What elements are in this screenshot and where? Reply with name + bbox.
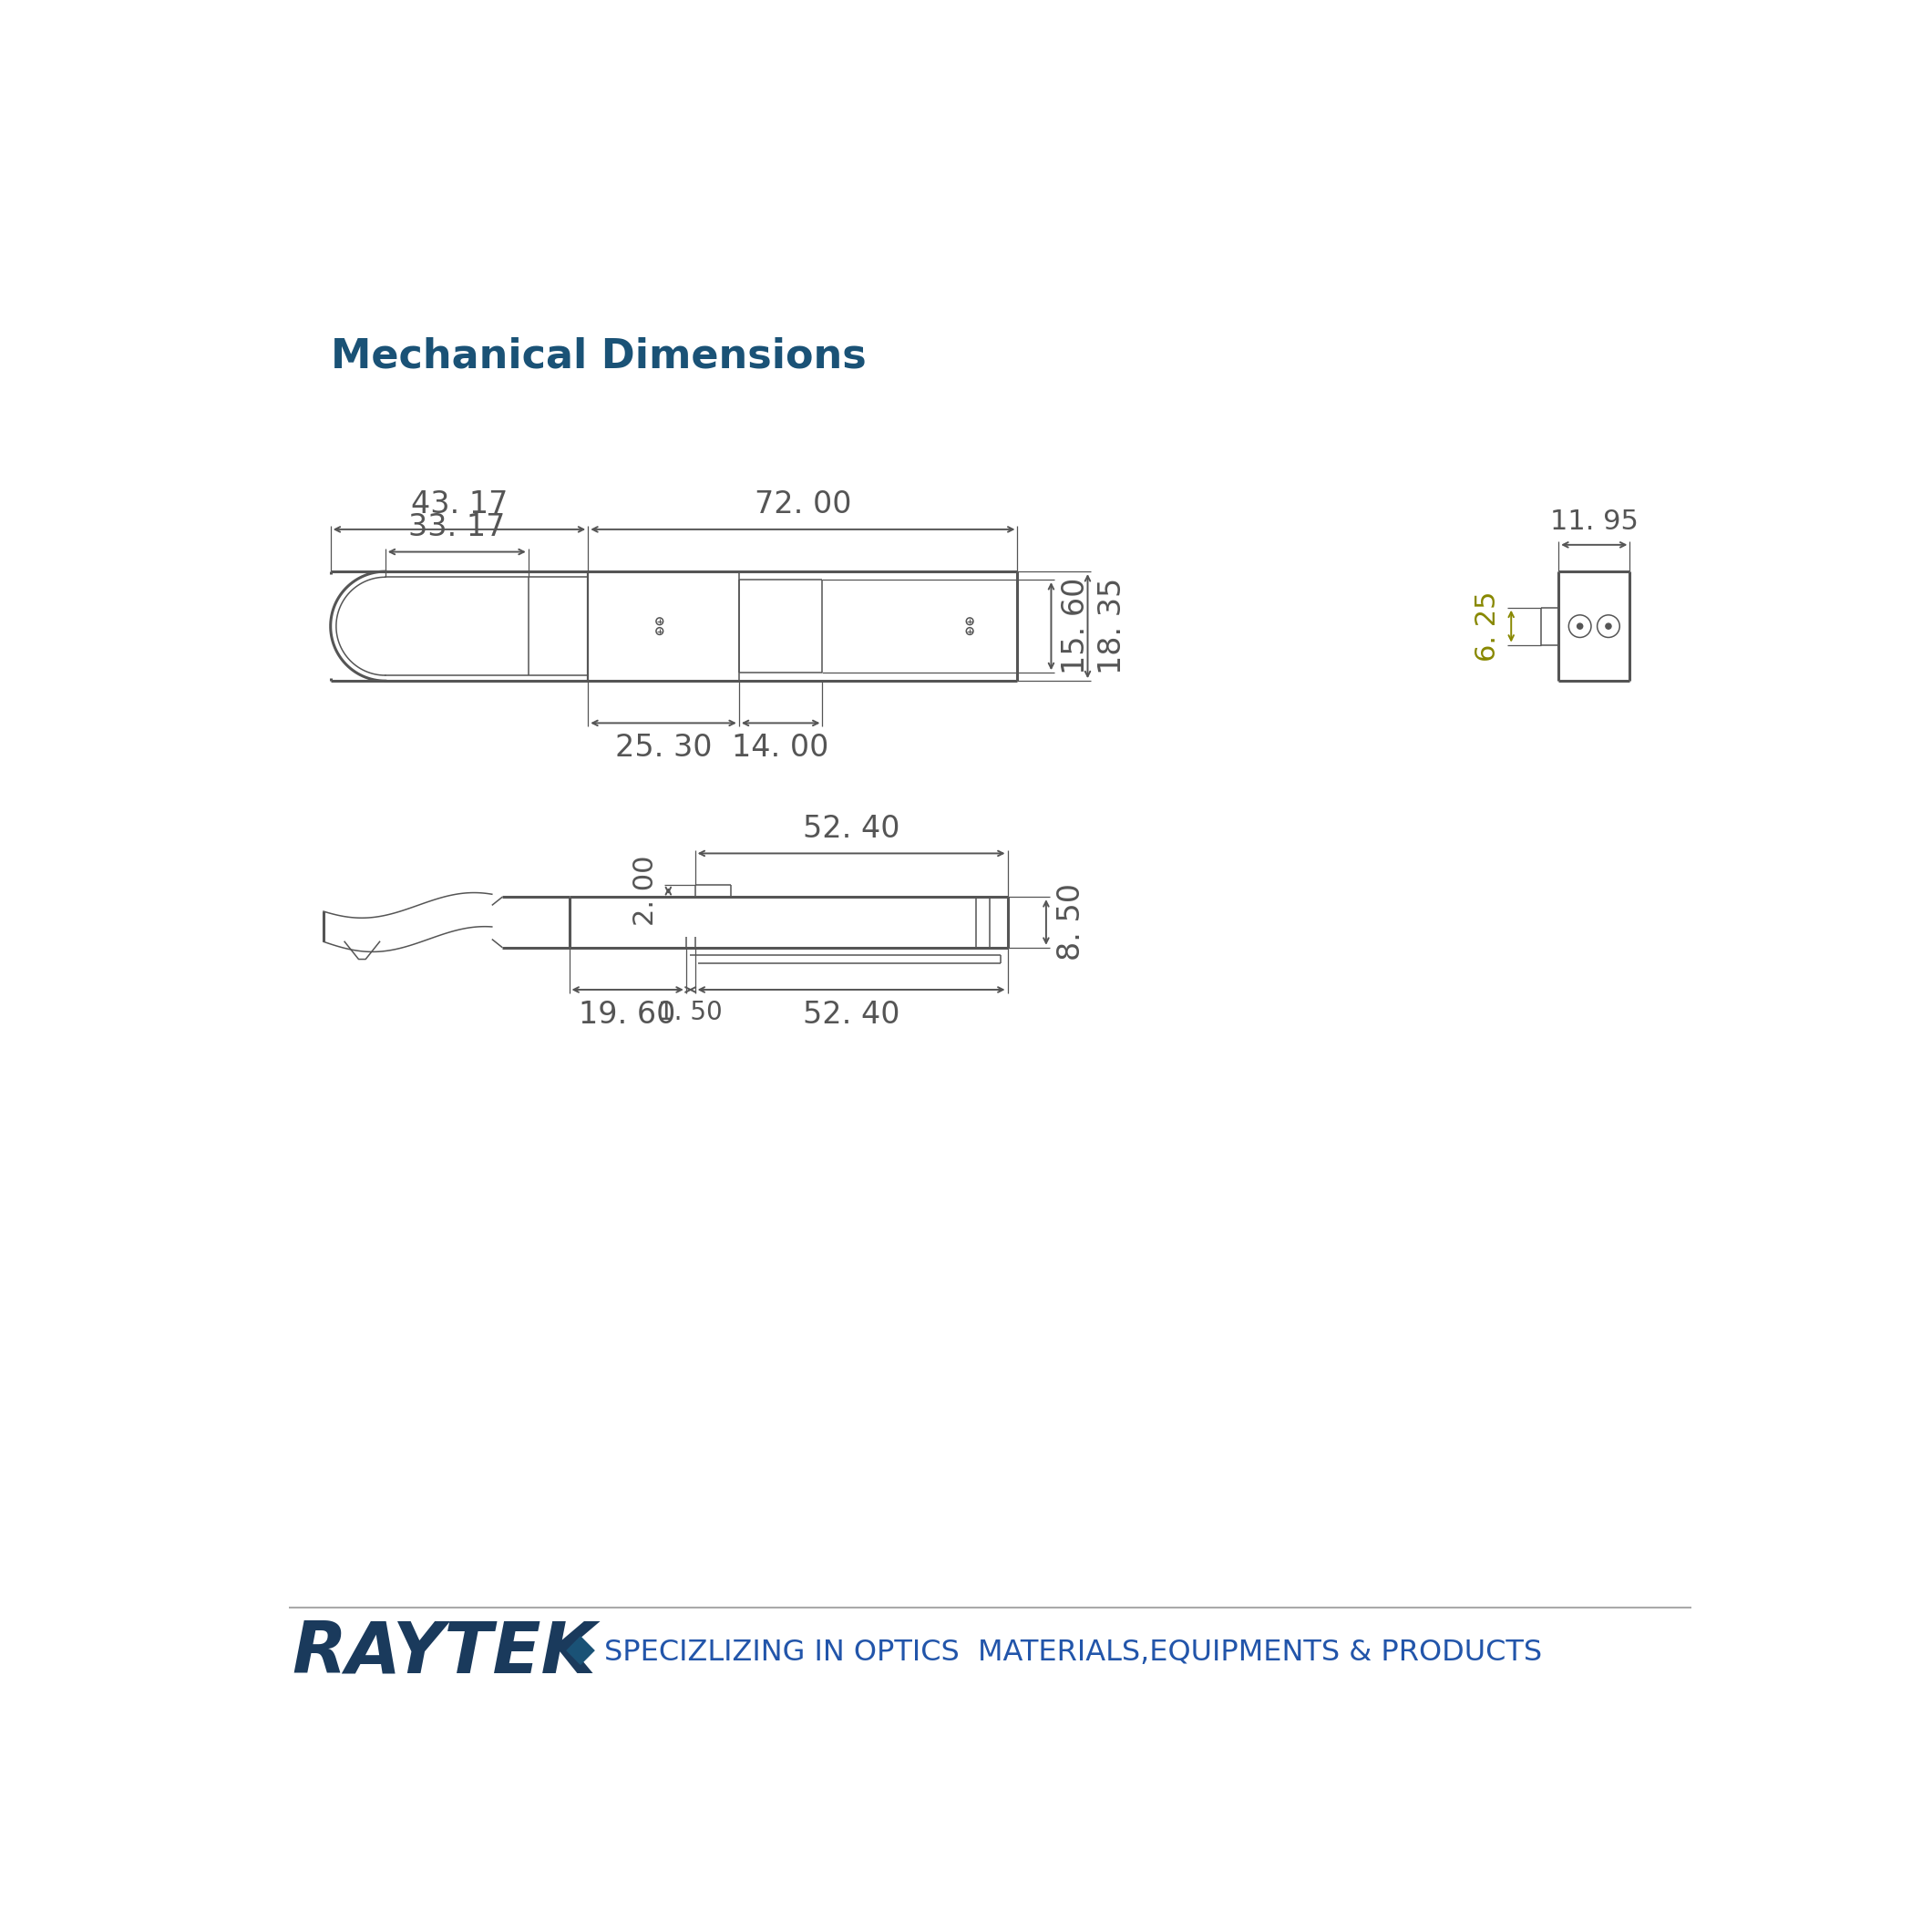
Text: 52. 40: 52. 40	[802, 813, 900, 844]
Text: 1. 50: 1. 50	[659, 999, 723, 1026]
Text: Mechanical Dimensions: Mechanical Dimensions	[330, 336, 866, 377]
Circle shape	[1605, 624, 1611, 630]
Text: 15. 60: 15. 60	[1061, 578, 1092, 674]
Text: 14. 00: 14. 00	[732, 732, 829, 763]
Text: SPECIZLIZING IN OPTICS  MATERIALS,EQUIPMENTS & PRODUCTS: SPECIZLIZING IN OPTICS MATERIALS,EQUIPME…	[605, 1638, 1542, 1667]
Text: 6. 25: 6. 25	[1474, 591, 1501, 661]
Text: 19. 60: 19. 60	[580, 999, 676, 1030]
Text: 2. 00: 2. 00	[632, 856, 659, 925]
Text: 43. 17: 43. 17	[412, 489, 508, 520]
Text: 8. 50: 8. 50	[1057, 883, 1086, 960]
Text: 25. 30: 25. 30	[614, 732, 713, 763]
Text: ◆: ◆	[566, 1631, 595, 1669]
Circle shape	[1577, 624, 1582, 630]
Text: 72. 00: 72. 00	[753, 489, 852, 520]
Text: 18. 35: 18. 35	[1097, 578, 1128, 674]
Text: 11. 95: 11. 95	[1549, 508, 1638, 535]
Text: RAYTEK: RAYTEK	[292, 1619, 597, 1687]
Text: 33. 17: 33. 17	[408, 512, 506, 543]
Text: 52. 40: 52. 40	[802, 999, 900, 1030]
